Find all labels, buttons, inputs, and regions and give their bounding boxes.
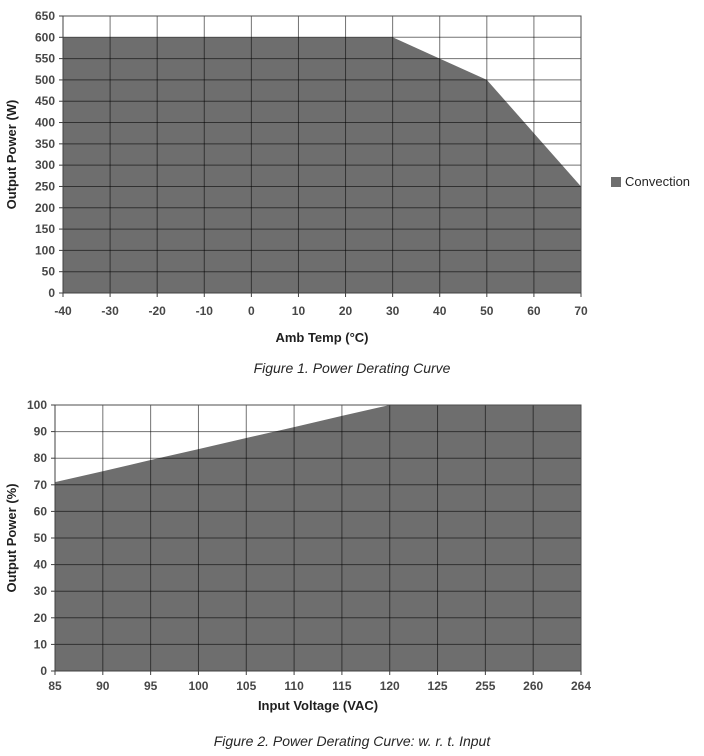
y-tick-label: 500 [35,73,55,87]
y-tick-label: 250 [35,179,55,193]
y-tick-label: 350 [35,137,55,151]
legend-swatch [611,177,621,187]
y-tick-label: 30 [34,584,48,598]
x-tick-label: 115 [332,679,352,693]
x-tick-label: 255 [475,679,495,693]
y-tick-label: 550 [35,52,55,66]
x-tick-label: -20 [149,304,167,318]
figure1-power-derating-chart: 050100150200250300350400450500550600650-… [4,9,690,345]
x-tick-label: 0 [248,304,255,318]
x-tick-label: -30 [101,304,119,318]
y-tick-label: 10 [34,637,48,651]
x-tick-label: 105 [236,679,256,693]
y-tick-label: 450 [35,94,55,108]
x-tick-label: 120 [380,679,400,693]
x-axis-title: Amb Temp (°C) [275,330,368,345]
y-axis-title: Output Power (W) [4,100,19,210]
figure1-caption: Figure 1. Power Derating Curve [253,360,451,376]
y-tick-label: 60 [34,504,48,518]
y-tick-label: 90 [34,425,48,439]
x-tick-label: 20 [339,304,353,318]
y-tick-label: 150 [35,222,55,236]
y-tick-label: 20 [34,611,48,625]
x-tick-label: 125 [428,679,448,693]
y-tick-label: 200 [35,201,55,215]
x-tick-label: 40 [433,304,447,318]
y-tick-label: 100 [35,243,55,257]
y-tick-label: 650 [35,9,55,23]
y-tick-label: 100 [27,398,47,412]
y-tick-label: 0 [48,286,55,300]
x-tick-label: 60 [527,304,541,318]
x-tick-label: 10 [292,304,306,318]
y-tick-label: 70 [34,478,48,492]
y-axis-title: Output Power (%) [4,483,19,592]
x-tick-label: 260 [523,679,543,693]
x-tick-label: 100 [188,679,208,693]
x-tick-label: 50 [480,304,494,318]
x-axis-title: Input Voltage (VAC) [258,698,378,713]
y-tick-label: 0 [40,664,47,678]
x-tick-label: -10 [196,304,214,318]
figure2-caption: Figure 2. Power Derating Curve: w. r. t.… [213,733,491,749]
y-tick-label: 50 [34,531,48,545]
x-tick-label: 110 [284,679,304,693]
y-tick-label: 600 [35,30,55,44]
figure2-power-derating-input-chart: 0 10 20 30 40 50 60 70 80 90 100 85 90 95 100 105 110 115… [4,398,591,713]
x-tick-label: 85 [48,679,62,693]
x-tick-label: 95 [144,679,158,693]
x-tick-label: 70 [574,304,588,318]
y-tick-label: 50 [42,265,56,279]
y-tick-label: 300 [35,158,55,172]
legend-label: Convection [625,174,690,189]
x-tick-label: 90 [96,679,110,693]
y-tick-label: 40 [34,558,48,572]
x-tick-label: 30 [386,304,400,318]
x-tick-label: 264 [571,679,591,693]
y-tick-label: 80 [34,451,48,465]
y-tick-label: 400 [35,116,55,130]
x-tick-label: -40 [54,304,72,318]
